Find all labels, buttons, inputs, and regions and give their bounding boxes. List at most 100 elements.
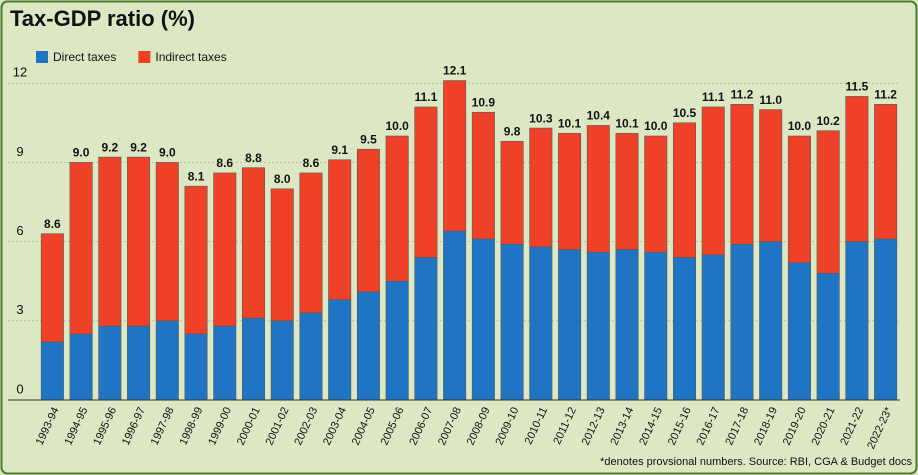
total-label: 10.0 (644, 119, 668, 133)
bar-segment (299, 172, 323, 314)
bar-segment (586, 125, 610, 253)
total-label: 10.1 (615, 117, 639, 131)
bar-segment (845, 96, 869, 242)
bar-segment (787, 262, 811, 401)
bar-segment (500, 140, 524, 245)
bar-segment (356, 148, 380, 293)
bar-segment (529, 127, 553, 248)
bar-segment (500, 243, 524, 401)
bar-segment (270, 320, 294, 401)
total-label: 8.6 (303, 156, 320, 170)
legend-swatch (36, 51, 48, 63)
total-label: 9.0 (159, 146, 176, 160)
total-label: 11.1 (415, 90, 438, 104)
bar-segment (241, 317, 266, 401)
y-tick-label: 9 (16, 144, 23, 159)
bar-segment (529, 246, 553, 401)
bar-segment (615, 249, 639, 401)
bar-segment (414, 106, 438, 258)
total-label: 11.5 (846, 80, 869, 94)
bar-segment (816, 272, 840, 401)
bar-segment (730, 243, 754, 401)
y-tick-label: 0 (16, 381, 23, 396)
bar-segment (443, 230, 467, 401)
bar-segment (98, 325, 122, 401)
total-label: 10.4 (587, 109, 611, 123)
bar-segment (701, 254, 725, 401)
bar-segment (586, 251, 610, 401)
bar-segment (644, 135, 668, 253)
legend-label: Direct taxes (53, 50, 116, 64)
total-label: 10.5 (673, 106, 697, 120)
bar-segment (184, 185, 208, 335)
y-tick-label: 6 (16, 223, 23, 238)
y-tick-label: 3 (16, 302, 23, 317)
total-label: 9.0 (73, 146, 90, 160)
bar-segment (127, 156, 151, 327)
bar-segment (759, 109, 783, 242)
bar-segment (40, 233, 64, 343)
bar-segment (672, 257, 697, 401)
bar-segment (385, 135, 409, 282)
bar-segment (213, 325, 237, 401)
bar-segment (241, 167, 266, 319)
bar-segment (615, 133, 639, 250)
bar-segment (184, 333, 208, 401)
bar-segment (40, 341, 64, 401)
bar-segment (270, 188, 294, 322)
bar-segment (759, 241, 783, 401)
total-label: 10.0 (385, 119, 409, 133)
total-label: 11.2 (731, 87, 754, 101)
total-label: 11.0 (759, 93, 782, 107)
total-label: 8.8 (245, 151, 262, 165)
legend-swatch (138, 51, 151, 63)
bar-segment (816, 130, 840, 274)
bar-segment (644, 251, 668, 401)
y-tick-label: 12 (13, 65, 27, 80)
bar-segment (213, 172, 237, 327)
chart-title: Tax-GDP ratio (%) (10, 6, 195, 31)
bar-segment (155, 320, 179, 401)
bar-segment (328, 299, 352, 401)
total-label: 8.0 (274, 172, 291, 186)
bar-segment (558, 133, 582, 250)
bar-segment (845, 241, 869, 401)
total-label: 10.9 (472, 95, 496, 109)
bar-segment (701, 106, 725, 256)
bar-segment (471, 238, 495, 401)
total-label: 9.1 (331, 143, 348, 157)
legend-label: Indirect taxes (155, 50, 226, 64)
total-label: 10.3 (529, 111, 553, 125)
bar-segment (730, 104, 754, 245)
total-label: 9.8 (504, 124, 521, 138)
total-label: 9.2 (101, 140, 118, 154)
bar-segment (874, 104, 898, 240)
bar-segment (414, 257, 438, 401)
bar-segment (558, 249, 582, 401)
total-label: 11.1 (702, 90, 725, 104)
total-label: 11.2 (874, 87, 897, 101)
bar-segment (672, 122, 697, 258)
bar-segment (98, 156, 122, 327)
total-label: 9.5 (360, 132, 377, 146)
total-label: 12.1 (443, 64, 467, 78)
bar-segment (299, 312, 323, 401)
total-label: 10.0 (788, 119, 812, 133)
bar-segment (127, 325, 151, 401)
bar-segment (443, 80, 467, 232)
bar-segment (69, 333, 93, 401)
footnote: *denotes provsional numbers. Source: RBI… (600, 456, 912, 468)
bar-segment (328, 159, 352, 300)
bar-segment (787, 135, 811, 264)
bar-segment (356, 291, 380, 401)
bar-segment (471, 111, 495, 240)
bar-segment (69, 162, 93, 335)
total-label: 10.2 (816, 114, 840, 128)
total-label: 8.6 (216, 156, 233, 170)
total-label: 9.2 (130, 140, 147, 154)
bar-segment (155, 162, 179, 322)
bar-segment (385, 280, 409, 401)
total-label: 8.6 (44, 217, 61, 231)
bar-segment (874, 238, 898, 401)
